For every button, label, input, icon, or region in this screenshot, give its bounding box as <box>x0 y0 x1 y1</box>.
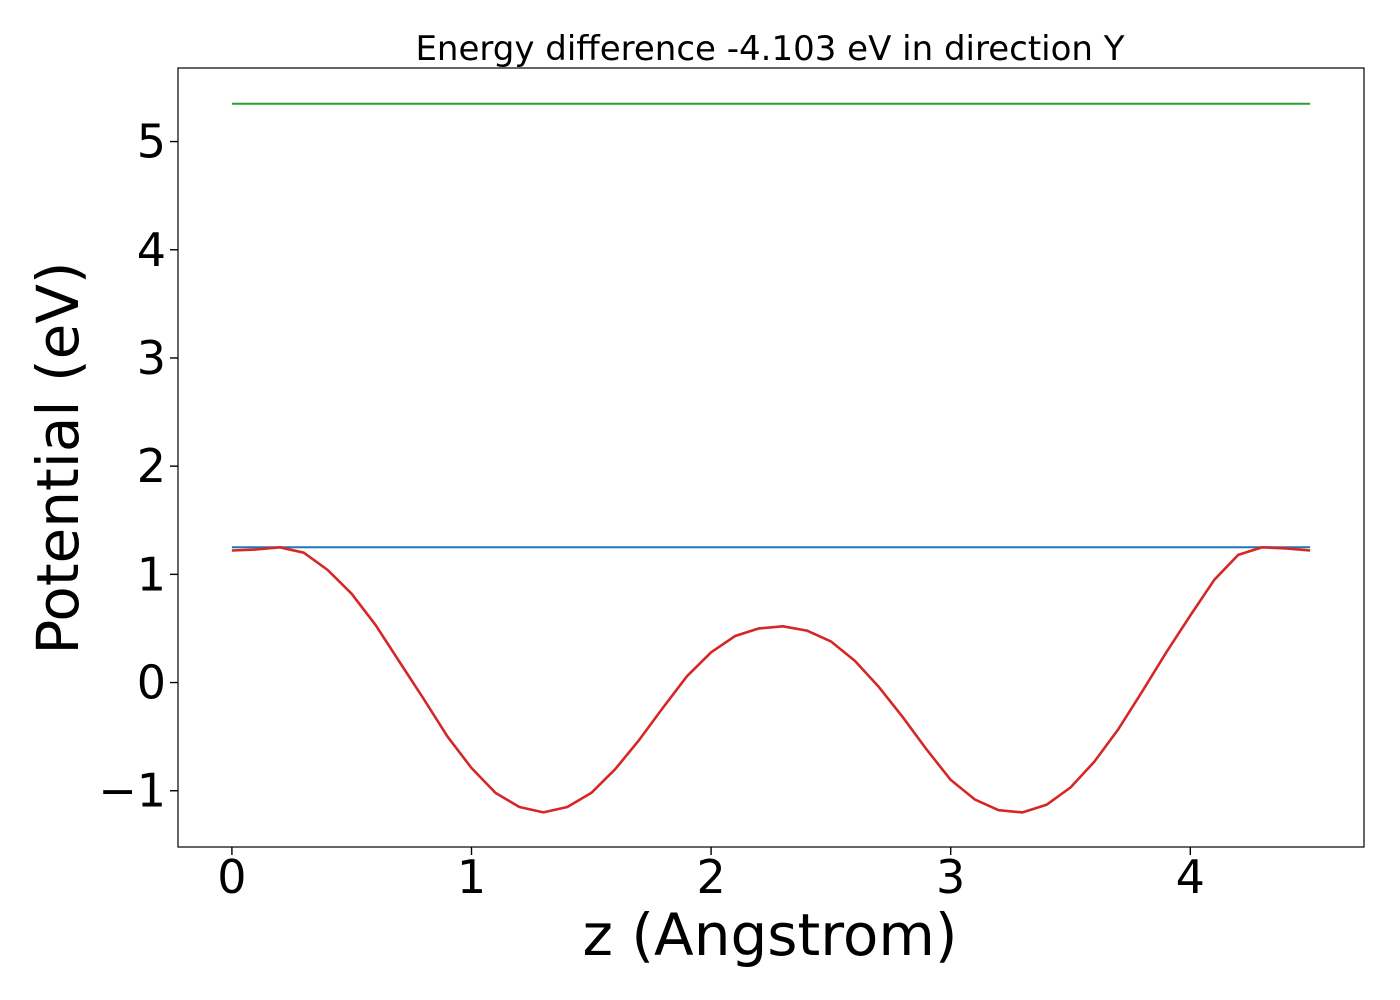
y-tick-label: 0 <box>137 656 166 710</box>
y-tick-label: 5 <box>137 115 166 169</box>
y-axis-ticks: −1 0 1 2 3 4 5 <box>98 115 178 818</box>
y-axis-label: Potential (eV) <box>24 261 92 654</box>
x-tick-label: 1 <box>457 850 486 904</box>
plot-frame <box>177 67 1365 848</box>
x-tick-label: 4 <box>1176 850 1205 904</box>
y-tick-label: 4 <box>137 223 166 277</box>
y-tick-label: −1 <box>98 764 166 818</box>
plot-lines <box>231 102 1311 814</box>
x-axis-label: z (Angstrom) <box>583 901 958 969</box>
x-tick-label: 2 <box>696 850 725 904</box>
chart-title: Energy difference -4.103 eV in direction… <box>415 29 1124 69</box>
x-axis-ticks: 0 1 2 3 4 <box>217 847 1205 904</box>
x-tick-label: 0 <box>217 850 246 904</box>
y-tick-label: 1 <box>137 547 166 601</box>
y-tick-label: 2 <box>137 439 166 493</box>
y-tick-label: 3 <box>137 331 166 385</box>
x-tick-label: 3 <box>936 850 965 904</box>
series-line-2 <box>231 545 1311 814</box>
